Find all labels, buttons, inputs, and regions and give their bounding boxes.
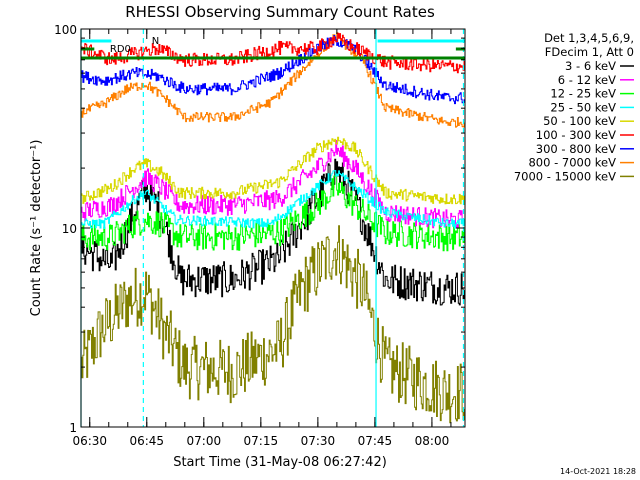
legend-label: 25 - 50 keV: [550, 100, 616, 114]
x-tick-label: 06:45: [129, 434, 164, 448]
timestamp: 14-Oct-2021 18:28: [560, 467, 636, 476]
legend-label: 100 - 300 keV: [536, 128, 616, 142]
chart-title: RHESSI Observing Summary Count Rates: [125, 3, 435, 21]
legend-label: 12 - 25 keV: [550, 87, 616, 101]
x-axis-ticks: 06:30 06:45 07:00 07:15 07:30 07:45 08:00: [72, 29, 452, 448]
legend-header-line-2: FDecim 1, Att 0: [545, 45, 634, 59]
x-axis-label: Start Time (31-May-08 06:27:42): [173, 455, 387, 470]
legend-label: 7000 - 15000 keV: [514, 169, 616, 183]
series-line-100-300: [81, 32, 466, 74]
series-line-6-12: [81, 140, 466, 230]
x-tick-label: 07:45: [358, 434, 393, 448]
series-line-12-25: [81, 175, 466, 252]
x-tick-label: 07:15: [244, 434, 279, 448]
legend-header-line-1: Det 1,3,4,5,6,9,: [544, 31, 634, 45]
y-axis-ticks: 1 10 100: [54, 23, 465, 435]
series-line-25-50: [81, 170, 466, 229]
x-tick-label: 08:00: [415, 434, 450, 448]
y-tick-label: 10: [62, 222, 77, 236]
series-layer: [81, 32, 466, 424]
legend-label: 3 - 6 keV: [565, 59, 616, 73]
legend-label: 300 - 800 keV: [536, 142, 616, 156]
rd0-flag-label: RD0: [110, 44, 131, 55]
series-line-800-7000: [81, 32, 466, 128]
x-tick-label: 07:30: [301, 434, 336, 448]
x-tick-label: 06:30: [72, 434, 107, 448]
legend-label: 6 - 12 keV: [558, 73, 616, 87]
legend-label: 800 - 7000 keV: [528, 156, 616, 170]
series-line-50-100: [81, 136, 466, 205]
y-tick-label: 100: [54, 23, 77, 37]
y-tick-label: 1: [69, 421, 77, 435]
legend-label: 50 - 100 keV: [543, 114, 616, 128]
y-axis-label: Count Rate (s⁻¹ detector⁻¹): [29, 140, 44, 317]
x-tick-label: 07:00: [187, 434, 222, 448]
n-flag-label: N: [152, 36, 159, 47]
series-line-7000-15000: [81, 225, 466, 424]
series-line-300-800: [81, 35, 466, 105]
